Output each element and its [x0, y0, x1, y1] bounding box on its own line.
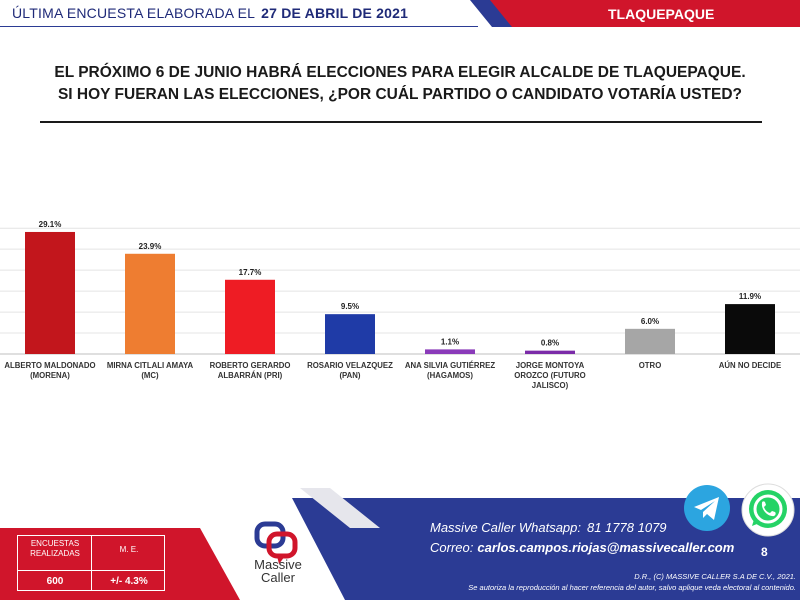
top-banner-shapes [0, 0, 800, 27]
stats-header-surveys: ENCUESTAS REALIZADAS [30, 539, 80, 558]
chart-bars [25, 231, 775, 354]
brand-name: Massive Caller [243, 558, 313, 584]
massive-caller-logo-icon [254, 521, 298, 564]
email-address[interactable]: carlos.campos.riojas@massivecaller.com [477, 540, 735, 555]
email-label: Correo: [430, 540, 474, 555]
whatsapp-label: Massive Caller Whatsapp: [430, 520, 581, 535]
stats-value-margin: +/- 4.3% [110, 576, 148, 587]
footer [0, 488, 800, 600]
title-divider [40, 121, 762, 123]
stats-value-surveys: 600 [46, 576, 64, 587]
whatsapp-number: 81 1778 1079 [587, 520, 667, 535]
data-label: 9.5% [341, 302, 359, 311]
stats-header-margin: M. E. [119, 545, 139, 554]
category-label: (MORENA) [30, 371, 70, 380]
category-label: ALBARRÁN (PRI) [218, 371, 283, 380]
category-label: OTRO [639, 361, 662, 370]
footer-blue-block [292, 498, 800, 600]
bar [525, 350, 575, 354]
data-label: 6.0% [641, 317, 659, 326]
location-label: TLAQUEPAQUE [608, 6, 715, 22]
category-label: ROBERTO GERARDO [210, 361, 291, 370]
data-label: 17.7% [239, 268, 262, 277]
top-banner-blue-stripe [470, 0, 512, 27]
copyright-line: D.R., (C) MASSIVE CALLER S.A DE C.V., 20… [634, 572, 796, 581]
category-label: (PAN) [339, 371, 360, 380]
page-title: EL PRÓXIMO 6 DE JUNIO HABRÁ ELECCIONES P… [0, 62, 800, 106]
category-label: ANA SILVIA GUTIÉRREZ [405, 361, 495, 370]
bar-chart: 29.1% 23.9% 17.7% 9.5% 1.1% 0.8% 6.0% 11.9% ALB… [0, 220, 800, 390]
bar [325, 314, 375, 354]
brand-line-2: Caller [261, 570, 295, 585]
brand-line-1: Massive [254, 557, 302, 572]
title-line-2: SI HOY FUERAN LAS ELECCIONES, ¿POR CUÁL … [57, 86, 743, 103]
whatsapp-icon[interactable] [740, 482, 796, 538]
footer-light-stripe [300, 488, 380, 528]
category-label: MIRNA CITLALI AMAYA [107, 361, 194, 370]
survey-date-label: ÚLTIMA ENCUESTA ELABORADA EL [12, 5, 256, 21]
telegram-icon[interactable] [683, 484, 731, 532]
page-number: 8 [761, 545, 768, 559]
category-label: (HAGAMOS) [427, 371, 473, 380]
chart-gridlines [0, 227, 800, 355]
email-contact: Correo: carlos.campos.riojas@massivecalle… [430, 540, 734, 555]
survey-stats-table: ENCUESTAS REALIZADAS M. E. 600 +/- 4.3% [17, 535, 165, 591]
top-banner-red [478, 0, 800, 27]
bar [625, 328, 675, 354]
category-label: (MC) [141, 371, 159, 380]
category-label: ALBERTO MALDONADO [4, 361, 95, 370]
top-banner-white [0, 0, 498, 27]
category-label: AÚN NO DECIDE [719, 361, 781, 370]
category-label: JORGE MONTOYA [516, 361, 585, 370]
category-label: ROSARIO VELAZQUEZ [307, 361, 393, 370]
bar [425, 349, 475, 354]
category-label: OROZCO (FUTURO [514, 371, 585, 380]
reproduction-notice: Se autoriza la reproducción al hacer ref… [468, 583, 796, 592]
chart-value-labels: 29.1% 23.9% 17.7% 9.5% 1.1% 0.8% 6.0% 11.9% [39, 220, 761, 348]
title-line-1: EL PRÓXIMO 6 DE JUNIO HABRÁ ELECCIONES P… [54, 64, 746, 81]
survey-date: 27 DE ABRIL DE 2021 [261, 5, 409, 21]
survey-date-text: ÚLTIMA ENCUESTA ELABORADA EL 27 DE ABRIL … [12, 5, 408, 21]
bar [225, 279, 275, 354]
data-label: 23.9% [139, 242, 162, 251]
bar [725, 304, 775, 354]
bar [125, 253, 175, 354]
data-label: 11.9% [739, 292, 761, 301]
bar [25, 231, 75, 354]
whatsapp-contact: Massive Caller Whatsapp: 81 1778 1079 [430, 520, 667, 535]
stats-divider-v [91, 536, 92, 590]
top-banner: ÚLTIMA ENCUESTA ELABORADA EL 27 DE ABRIL … [0, 0, 800, 27]
footer-shapes [0, 488, 800, 600]
data-label: 29.1% [39, 220, 62, 229]
data-label: 0.8% [541, 339, 559, 348]
chart-category-labels: ALBERTO MALDONADO(MORENA) MIRNA CITLALI A… [4, 361, 781, 390]
category-label: JALISCO) [532, 381, 569, 390]
footer-red-block [0, 528, 240, 600]
data-label: 1.1% [441, 337, 459, 346]
